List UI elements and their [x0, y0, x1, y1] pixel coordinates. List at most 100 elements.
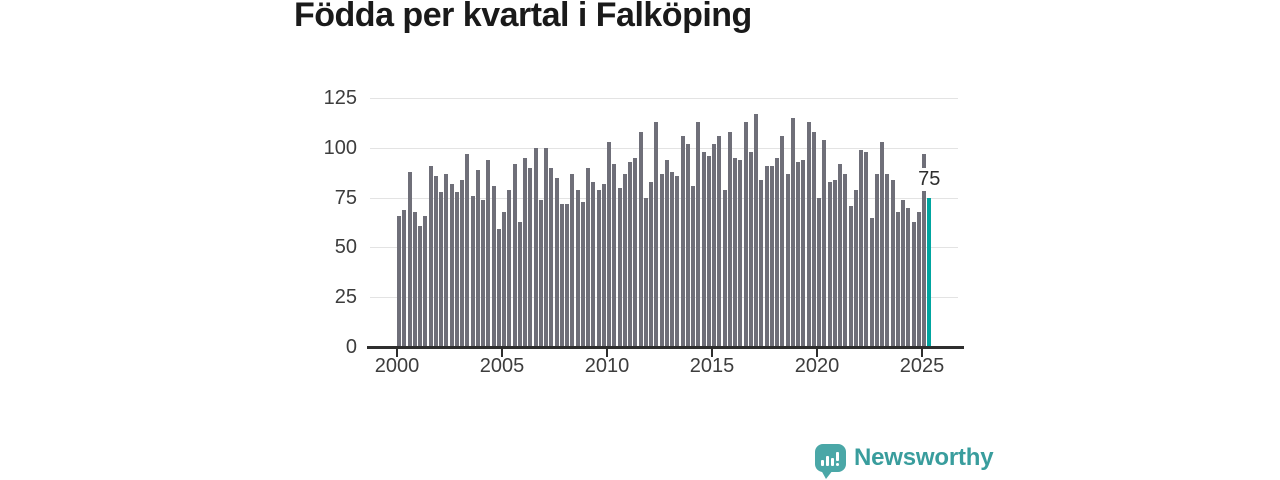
plot-area: 75: [370, 98, 958, 347]
bar: [538, 199, 543, 347]
x-tick-label-2020: 2020: [794, 355, 840, 377]
y-tick-label-100: 100: [323, 136, 357, 159]
mini-bar-chart-icon: [821, 452, 839, 466]
bar: [670, 171, 675, 347]
gridline-y-25: [370, 297, 958, 299]
y-tick-label-25: 25: [334, 286, 357, 309]
bar: [507, 189, 512, 347]
bar: [738, 159, 743, 347]
bar: [418, 225, 423, 347]
bar: [439, 191, 444, 347]
bar: [481, 199, 486, 347]
bar: [727, 131, 732, 347]
bar: [654, 121, 659, 347]
brand-logo: Newsworthy: [815, 444, 994, 479]
gridline-y-100: [370, 147, 958, 149]
bar: [843, 173, 848, 347]
gridline-y-75: [370, 197, 958, 199]
bar: [874, 173, 879, 347]
bar: [575, 189, 580, 347]
bar: [796, 161, 801, 347]
bar: [895, 211, 900, 347]
bar: [717, 135, 722, 347]
x-tick-2020: [816, 349, 818, 357]
bar: [554, 177, 559, 347]
bar: [659, 173, 664, 347]
bar: [922, 153, 927, 347]
bar: [838, 163, 843, 347]
bar: [444, 173, 449, 347]
bar: [759, 179, 764, 347]
bar: [475, 169, 480, 347]
bar: [601, 183, 606, 347]
bar: [460, 179, 465, 347]
bar: [675, 175, 680, 347]
bar: [549, 167, 554, 347]
newsworthy-chart-bubble-icon: [815, 444, 846, 479]
bar: [859, 149, 864, 347]
x-tick-2025: [921, 349, 923, 357]
y-tick-label-50: 50: [334, 236, 357, 259]
bar: [397, 215, 402, 347]
bar: [570, 173, 575, 347]
exclamation-icon: [836, 452, 839, 466]
x-tick-2010: [606, 349, 608, 357]
bar: [580, 201, 585, 347]
x-tick-label-2025: 2025: [899, 355, 945, 377]
bar: [748, 151, 753, 347]
bar: [706, 155, 711, 347]
bar: [628, 161, 633, 347]
bar: [544, 147, 549, 347]
bar: [517, 221, 522, 347]
bar: [916, 211, 921, 347]
bar: [901, 199, 906, 347]
bar: [617, 187, 622, 347]
bar: [806, 121, 811, 347]
bar: [533, 147, 538, 347]
gridline-y-125: [370, 98, 958, 99]
bar-highlight: [927, 197, 932, 347]
bar: [622, 173, 627, 347]
bar: [801, 159, 806, 347]
bar: [664, 159, 669, 347]
bar: [423, 215, 428, 347]
bar: [743, 121, 748, 347]
bar: [811, 131, 816, 347]
bar: [407, 171, 412, 347]
bar: [696, 121, 701, 347]
bar: [612, 163, 617, 347]
bar: [449, 183, 454, 347]
bar: [638, 131, 643, 347]
bar: [853, 189, 858, 347]
bar: [596, 189, 601, 347]
y-tick-label-125: 125: [323, 87, 357, 109]
bar: [502, 211, 507, 347]
bar: [607, 141, 612, 347]
bar: [769, 165, 774, 347]
gridline-y-50: [370, 247, 958, 249]
y-tick-label-75: 75: [334, 186, 357, 209]
bar: [565, 203, 570, 347]
brand-name: Newsworthy: [854, 444, 994, 471]
bar: [832, 179, 837, 347]
bar: [880, 141, 885, 347]
bar: [864, 151, 869, 347]
x-axis-line: [367, 346, 964, 349]
bar: [775, 157, 780, 347]
bar: [465, 153, 470, 347]
bar: [780, 135, 785, 347]
bar: [691, 185, 696, 347]
bar: [754, 113, 759, 347]
bar: [764, 165, 769, 347]
bar: [712, 143, 717, 347]
bar: [885, 173, 890, 347]
bar: [454, 191, 459, 347]
bar: [685, 143, 690, 347]
bar: [486, 159, 491, 347]
bar: [402, 209, 407, 347]
x-tick-label-2000: 2000: [374, 355, 420, 377]
bar: [412, 211, 417, 347]
bar: [785, 173, 790, 347]
bar: [649, 181, 654, 347]
bar: [701, 151, 706, 347]
